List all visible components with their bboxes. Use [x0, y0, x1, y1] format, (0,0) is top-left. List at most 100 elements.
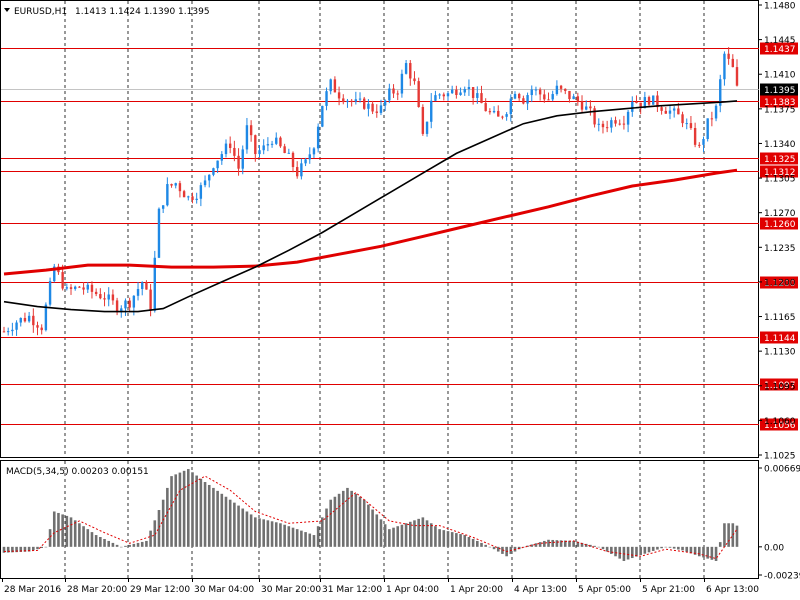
macd-bar: [735, 525, 739, 547]
macd-bar: [471, 538, 475, 547]
macd-bar: [15, 546, 18, 553]
candle-body: [530, 89, 533, 96]
candle-body: [430, 100, 433, 122]
candle-body: [245, 125, 249, 150]
candle-body: [291, 152, 295, 168]
candle-body: [19, 317, 22, 323]
candle-body: [509, 98, 513, 115]
price-tick-label: 1.1165: [764, 313, 796, 323]
macd-bar: [27, 546, 31, 552]
macd-bar: [706, 546, 709, 559]
macd-bar: [182, 470, 186, 547]
candle-body: [614, 120, 617, 124]
macd-bar: [639, 546, 642, 556]
candle-body: [601, 123, 605, 128]
candle-body: [476, 93, 479, 98]
macd-bar: [304, 532, 307, 547]
macd-bar: [693, 546, 697, 555]
ma-slow-line: [3, 168, 738, 276]
candle-body: [187, 196, 190, 198]
candle-body: [224, 143, 228, 155]
candle-body: [371, 103, 374, 112]
candle-body: [727, 53, 730, 59]
macd-bar: [467, 537, 471, 547]
macd-bar: [111, 542, 115, 547]
macd-bar: [421, 517, 425, 547]
candle-body: [622, 123, 626, 125]
candle-body: [656, 95, 659, 108]
candle-body: [241, 149, 244, 169]
candle-body: [585, 106, 588, 110]
macd-bar: [23, 546, 27, 552]
level-label: 1.1437: [764, 45, 796, 55]
macd-bar: [362, 499, 366, 547]
macd-bar: [274, 522, 278, 547]
macd-bar: [228, 499, 232, 547]
candle-body: [132, 295, 136, 308]
level-tag: [760, 217, 798, 230]
candle-body: [534, 89, 538, 91]
macd-bar: [19, 546, 23, 552]
candle-body: [145, 282, 148, 290]
macd-bar: [408, 521, 412, 547]
candle-body: [208, 174, 211, 181]
level-lines: 1.1437 1.1383 1.1325 1.1312 1.1260 1.1200 1.11…: [1, 42, 798, 431]
candle-body: [677, 108, 680, 115]
macd-bar: [346, 487, 349, 547]
macd-tick-label: -0.00239: [764, 572, 800, 582]
candle-body: [438, 94, 441, 96]
candle-body: [421, 106, 425, 134]
candle-body: [90, 284, 94, 292]
macd-bar: [354, 493, 358, 547]
candle-body: [11, 329, 14, 332]
candle-body: [195, 198, 198, 201]
candle-body: [103, 298, 106, 300]
macd-bar: [166, 487, 169, 547]
macd-bar: [718, 542, 722, 547]
candle-body: [559, 85, 563, 89]
candle-body: [304, 159, 307, 164]
candle-body: [459, 92, 462, 95]
macd-bar: [241, 508, 245, 547]
macd-bar: [295, 529, 299, 547]
macd-bar: [308, 533, 312, 547]
candle-body: [48, 281, 52, 305]
macd-bar: [413, 520, 416, 547]
macd-bar: [337, 493, 341, 547]
macd-bar: [543, 540, 546, 547]
price-tick-label: 1.1060: [764, 417, 796, 427]
macd-panel: [2, 469, 739, 561]
menu-triangle-icon[interactable]: [4, 8, 10, 12]
macd-bar: [568, 540, 571, 547]
macd-bar: [400, 524, 404, 547]
candle-body: [635, 102, 638, 104]
macd-bar: [333, 496, 337, 547]
candle-body: [174, 183, 177, 186]
macd-bar: [685, 546, 689, 552]
macd-bar: [681, 546, 684, 551]
candle-body: [86, 284, 89, 290]
candle-body: [182, 191, 186, 198]
moving-averages: [3, 100, 738, 313]
candle-body: [723, 53, 726, 80]
macd-bar: [689, 546, 693, 554]
ohlc-label: 1.1413 1.1424 1.1390 1.1395: [75, 7, 210, 17]
macd-bar: [572, 540, 575, 547]
macd-bar: [115, 544, 119, 547]
time-tick-label: 1 Apr 04:00: [386, 585, 439, 595]
candle-body: [392, 88, 395, 94]
macd-bar: [396, 526, 400, 547]
macd-bar: [245, 511, 249, 547]
candle-body: [698, 144, 701, 146]
macd-bar: [501, 546, 504, 554]
candle-body: [220, 154, 224, 161]
price-tick-label: 1.1480: [764, 2, 796, 12]
candle-body: [396, 93, 399, 95]
level-tag: [760, 95, 798, 108]
level-tag: [760, 331, 798, 344]
candle-body: [2, 331, 6, 333]
macd-bar: [647, 546, 651, 553]
macd-bar: [668, 546, 672, 548]
macd-bar: [358, 496, 362, 547]
time-tick-label: 31 Mar 12:00: [322, 585, 382, 595]
